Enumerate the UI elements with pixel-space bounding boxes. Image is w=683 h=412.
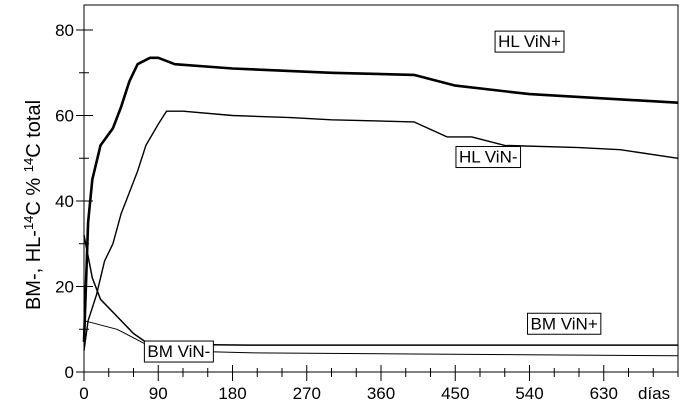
y-tick-label: 0	[65, 363, 74, 382]
series-label-text: BM ViN+	[531, 314, 598, 333]
y-tick-label: 20	[55, 278, 74, 297]
x-tick-label: 0	[79, 384, 88, 403]
series-label: BM ViN-	[143, 340, 214, 363]
series-label-text: HL ViN+	[498, 32, 561, 51]
series-line-hl-vin-	[82, 56, 679, 343]
series-label: BM ViN+	[527, 312, 602, 335]
x-tick-label: 180	[218, 384, 246, 403]
series-label-box	[494, 30, 565, 53]
series-label: HL ViN-	[455, 146, 522, 169]
x-tick-label: 90	[149, 384, 168, 403]
series-label-box	[455, 146, 522, 169]
x-tick-label: 540	[515, 384, 543, 403]
series-line-bm-vin-	[83, 235, 678, 346]
y-axis-label: BM-, HL-14C % 14C total	[21, 100, 46, 310]
series-label-box	[527, 312, 602, 335]
x-tick-label: 270	[293, 384, 321, 403]
x-tick-label: 360	[367, 384, 395, 403]
y-tick-label: 80	[55, 21, 74, 40]
y-axis-ticks: 0 20 40 60 80	[55, 21, 93, 382]
y-tick-label: 40	[55, 192, 74, 211]
x-axis-label: días	[638, 384, 670, 403]
x-tick-label: 630	[590, 384, 618, 403]
x-tick-label: 450	[441, 384, 469, 403]
series-label-text: BM ViN-	[147, 342, 210, 361]
x-axis-ticks: 0 90 180 270 360 450 540 630	[79, 365, 679, 403]
series-line-hl-vin-	[83, 110, 679, 351]
series-labels: HL ViN+ HL ViN- BM ViN+ BM ViN-	[143, 30, 602, 363]
series-label-box	[143, 340, 214, 363]
series-layer	[82, 56, 679, 357]
y-tick-label: 60	[55, 107, 74, 126]
series-label-text: HL ViN-	[459, 148, 518, 167]
series-label: HL ViN+	[494, 30, 565, 53]
